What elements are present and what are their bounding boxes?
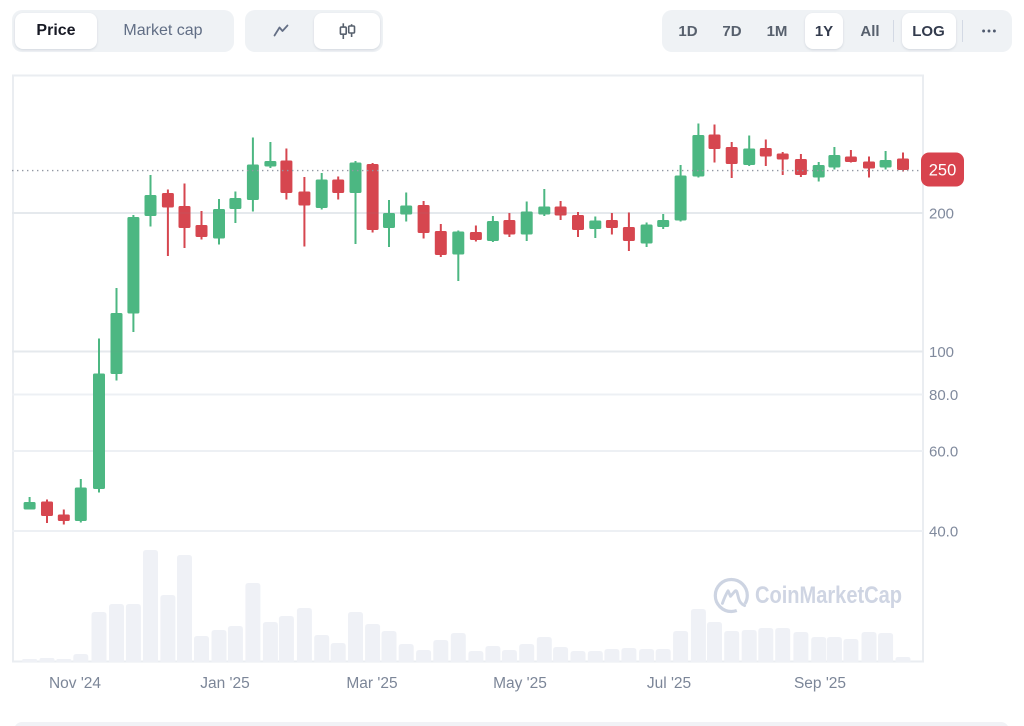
svg-text:250: 250	[929, 162, 957, 180]
svg-text:80.0: 80.0	[929, 387, 958, 404]
svg-text:100: 100	[929, 344, 954, 361]
svg-text:Jul '25: Jul '25	[647, 675, 691, 692]
svg-text:Nov '24: Nov '24	[49, 675, 101, 692]
svg-text:May '25: May '25	[493, 675, 547, 692]
svg-text:40.0: 40.0	[929, 523, 958, 540]
svg-text:Sep '25: Sep '25	[794, 675, 846, 692]
svg-text:CoinMarketCap: CoinMarketCap	[755, 582, 902, 609]
svg-text:60.0: 60.0	[929, 443, 958, 460]
svg-text:Mar '25: Mar '25	[346, 675, 397, 692]
svg-text:200: 200	[929, 205, 954, 222]
svg-text:Jan '25: Jan '25	[200, 675, 250, 692]
